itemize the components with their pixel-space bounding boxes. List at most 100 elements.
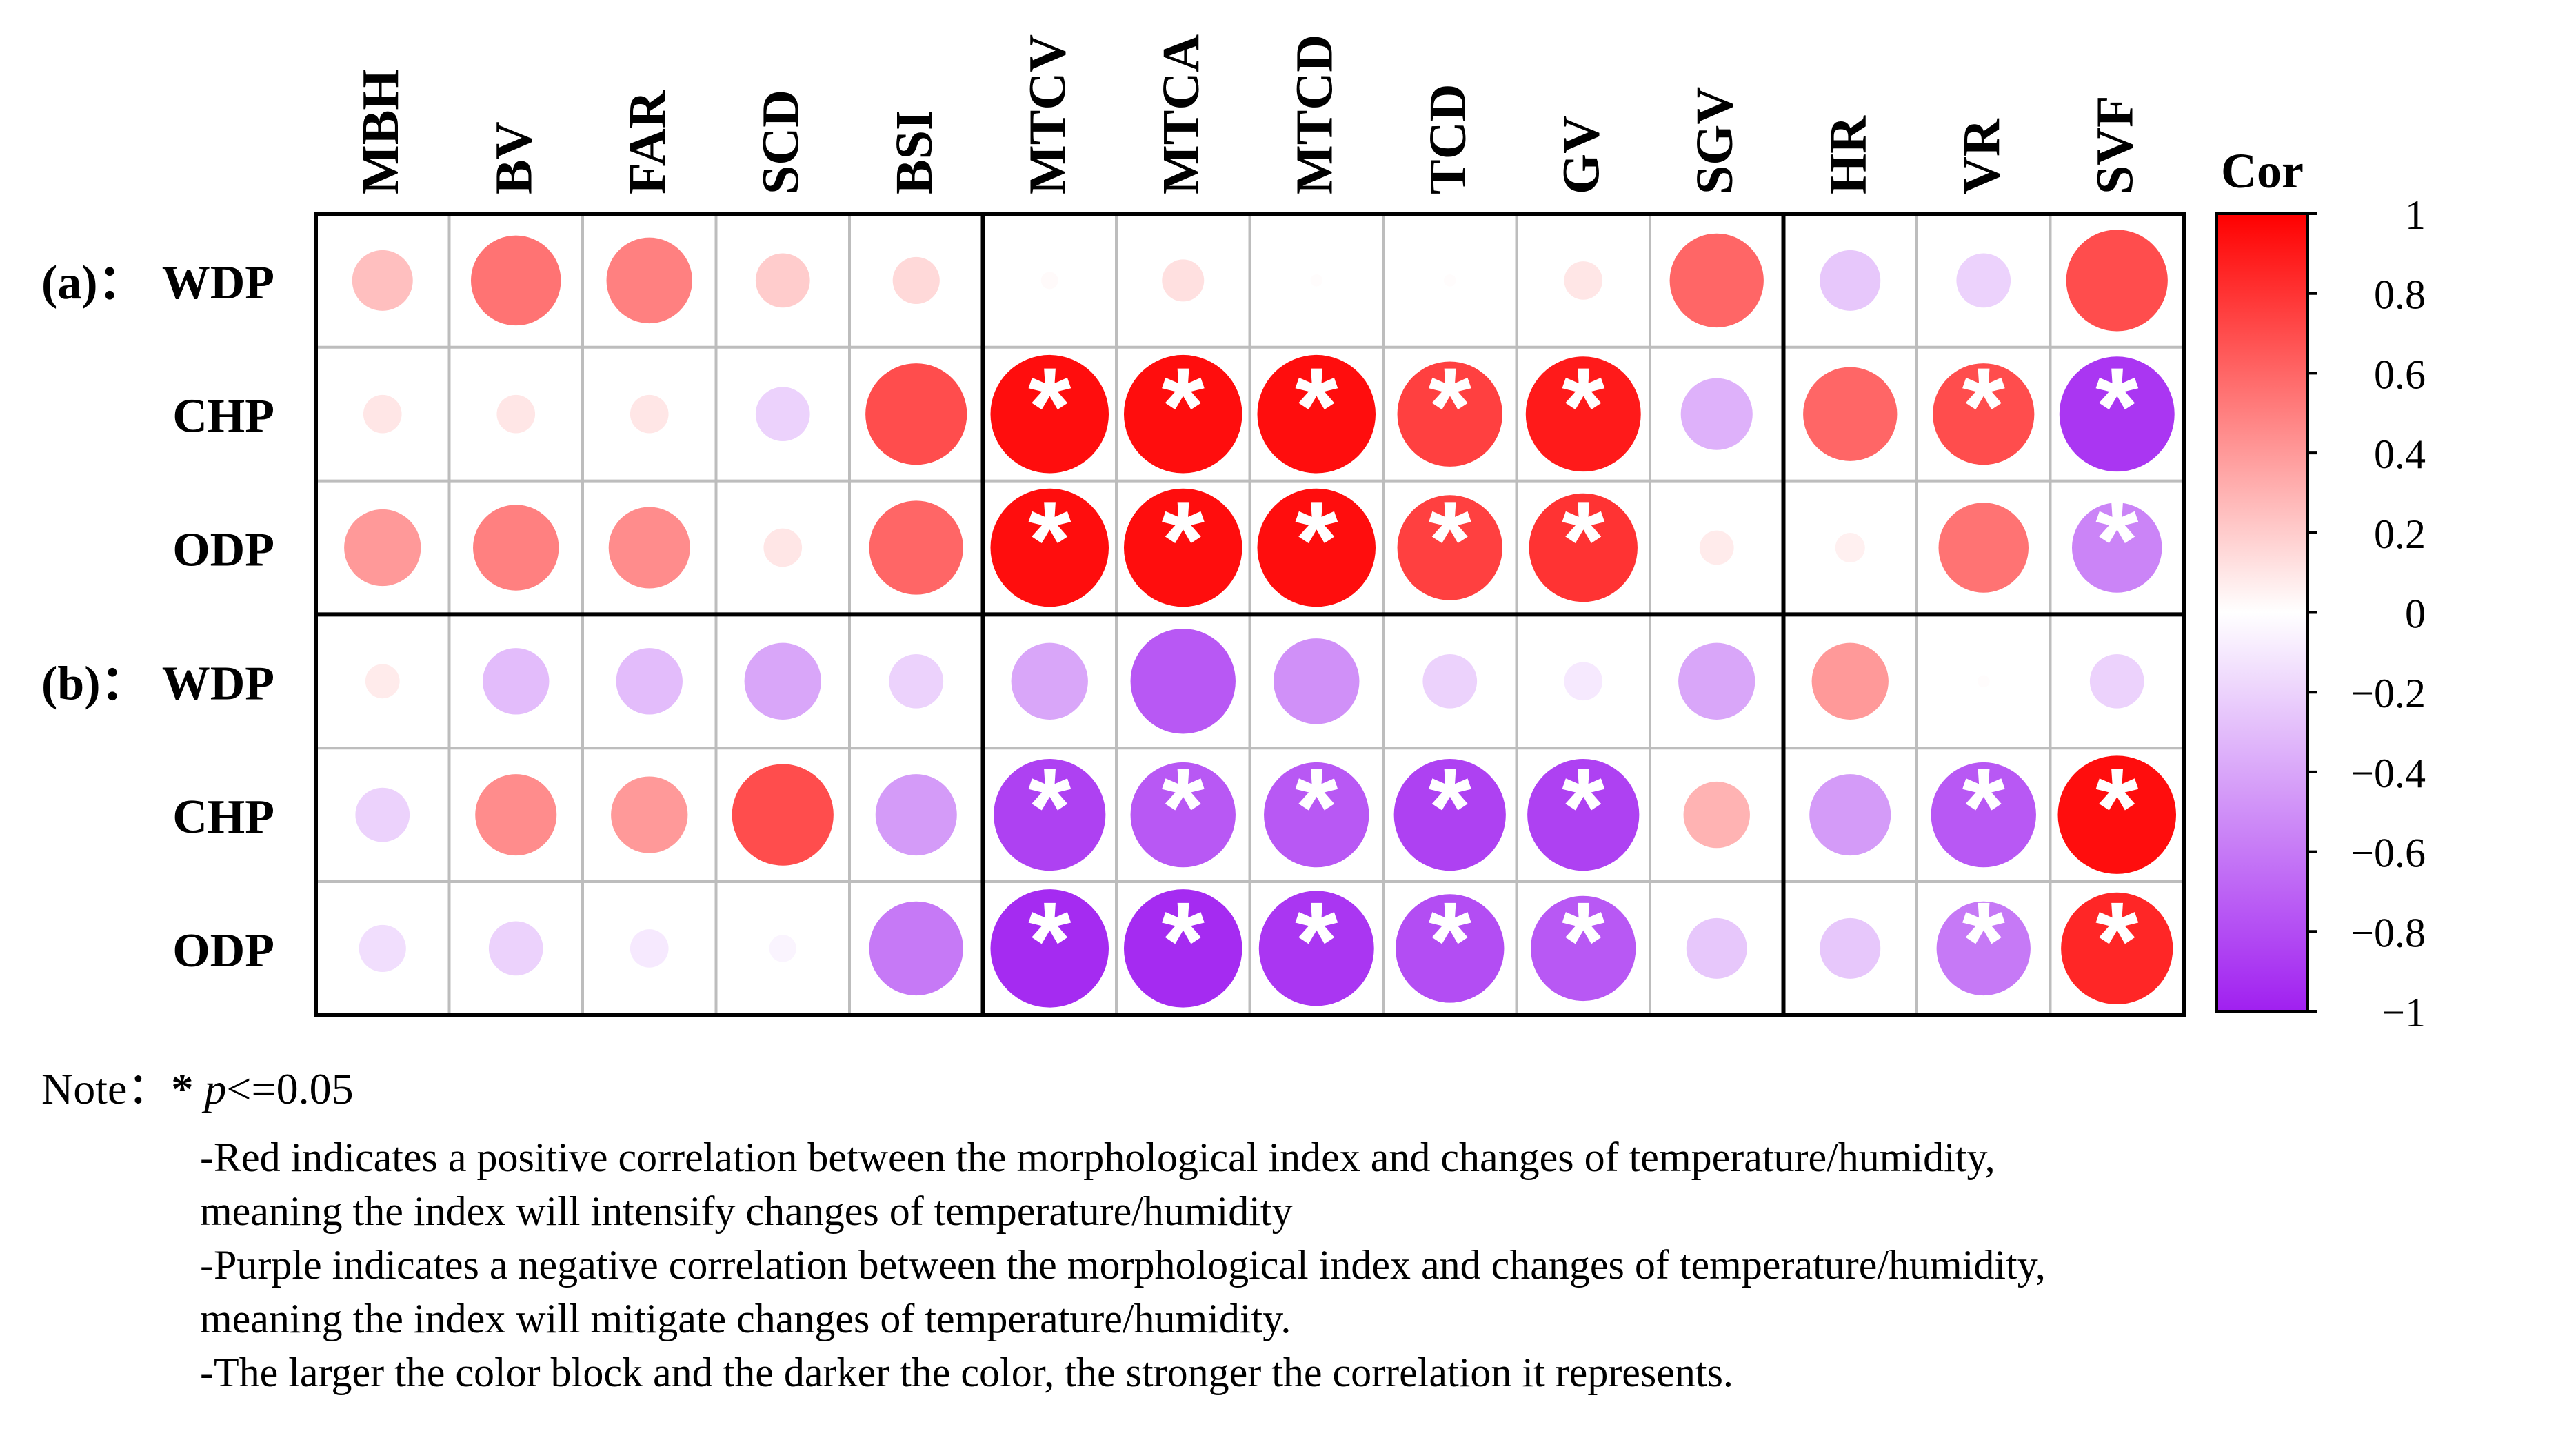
- colorbar-tick-label: −1: [2382, 990, 2426, 1035]
- significance-star: *: [1028, 345, 1071, 468]
- correlation-circle: [2089, 653, 2144, 709]
- correlation-circle: [769, 935, 796, 962]
- column-label: GV: [1552, 116, 1610, 194]
- column-label: SCD: [752, 90, 809, 194]
- correlation-circle: [1686, 917, 1747, 979]
- correlation-circle: [2061, 892, 2173, 1005]
- column-label: MTCV: [1018, 34, 1076, 194]
- correlation-circle: [355, 787, 410, 842]
- significance-star: *: [2095, 879, 2139, 1002]
- correlation-circle: [1011, 642, 1088, 720]
- correlation-circle: [359, 924, 406, 972]
- panel-label: (b)：: [41, 657, 149, 710]
- significance-star: *: [2095, 478, 2139, 602]
- column-label: TCD: [1419, 84, 1477, 194]
- correlation-circle: [732, 764, 834, 866]
- significance-star: *: [1429, 879, 1472, 1002]
- column-label: MBH: [352, 69, 410, 194]
- correlation-circle: [496, 394, 536, 434]
- correlation-circle: [1130, 629, 1236, 734]
- correlation-circle: [1564, 261, 1603, 300]
- correlation-circle: [1956, 253, 2011, 308]
- correlation-circle: [1393, 758, 1506, 871]
- correlation-circle: [990, 488, 1109, 607]
- significance-star: *: [1429, 478, 1472, 602]
- explanation-line: meaning the index will mitigate changes …: [200, 1296, 1291, 1341]
- correlation-circle: [744, 642, 821, 720]
- correlation-circle: [1123, 488, 1242, 607]
- significance-star: *: [1295, 345, 1338, 468]
- colorbar-tick-label: 0.2: [2374, 511, 2426, 557]
- colorbar-tick-label: −0.6: [2351, 831, 2426, 876]
- correlation-circle: [616, 648, 683, 715]
- row-label: WDP: [162, 657, 274, 710]
- significance-star: *: [1295, 745, 1338, 869]
- correlation-circle: [755, 387, 810, 442]
- correlation-circle: [875, 774, 957, 856]
- significance-star: *: [1962, 345, 2006, 468]
- correlation-circle: [1162, 259, 1205, 302]
- row-label: ODP: [172, 924, 274, 977]
- significance-star: *: [1028, 879, 1071, 1002]
- correlation-circle: [1257, 354, 1376, 474]
- correlation-circle: [2066, 230, 2168, 332]
- correlation-circle: [892, 256, 940, 304]
- correlation-circle: [475, 774, 557, 856]
- row-label: WDP: [162, 256, 274, 309]
- colorbar-tick-label: −0.4: [2351, 751, 2426, 796]
- correlation-circle: [1040, 272, 1058, 290]
- correlation-circle: [1258, 891, 1374, 1006]
- significance-star: *: [1295, 478, 1338, 602]
- correlation-circle: [755, 253, 810, 308]
- row-label: ODP: [172, 524, 274, 577]
- column-label: SVF: [2086, 95, 2144, 194]
- correlation-circle: [1274, 638, 1360, 724]
- significance-star: *: [1162, 478, 1205, 602]
- explanation-line: -Purple indicates a negative correlation…: [200, 1242, 2046, 1288]
- explanation-line: -Red indicates a positive correlation be…: [200, 1135, 1995, 1180]
- correlation-circle: [630, 394, 669, 434]
- correlation-circle: [365, 664, 400, 699]
- correlation-circle: [1310, 274, 1323, 287]
- correlation-circle: [352, 250, 413, 311]
- significance-star: *: [1429, 345, 1472, 468]
- column-label: VR: [1953, 118, 2011, 194]
- colorbar-tick-label: 1: [2405, 192, 2426, 238]
- correlation-circle: [1820, 917, 1881, 979]
- correlation-circle: [473, 505, 559, 591]
- correlation-circle: [1977, 675, 1990, 688]
- significance-star: *: [1562, 345, 1605, 468]
- correlation-circle: [611, 776, 688, 853]
- significance-note: Note：* p<=0.05: [41, 1053, 354, 1117]
- significance-star: *: [1295, 879, 1338, 1002]
- correlation-circle: [1699, 530, 1734, 565]
- row-label: CHP: [172, 791, 274, 844]
- significance-star: *: [1562, 745, 1605, 869]
- correlation-circle: [1397, 361, 1502, 467]
- correlation-circle: [1443, 274, 1456, 287]
- explanation-line: meaning the index will intensify changes…: [200, 1188, 1293, 1234]
- correlation-circle: [630, 929, 669, 968]
- correlation-circle: [1809, 774, 1891, 856]
- correlation-circle: [869, 500, 963, 595]
- correlation-circle: [2057, 755, 2177, 874]
- note-condition: <=0.05: [226, 1064, 354, 1113]
- note-label: Note：: [41, 1064, 172, 1113]
- colorbar-tick-label: −0.2: [2351, 671, 2426, 716]
- correlation-circle: [1531, 895, 1636, 1002]
- column-label: MTCA: [1152, 34, 1210, 194]
- correlation-circle: [1564, 662, 1603, 701]
- correlation-heatmap: *************************** IIIIIIMBHBVF…: [41, 34, 2426, 1035]
- column-label: BV: [485, 121, 543, 194]
- correlation-circle: [1820, 250, 1881, 311]
- column-label: HR: [1819, 115, 1877, 194]
- colorbar-tick-label: 0.6: [2374, 352, 2426, 397]
- significance-star: *: [1162, 745, 1205, 869]
- correlation-circle: [1257, 488, 1376, 607]
- correlation-circle: [1123, 889, 1242, 1008]
- correlation-circle: [1811, 642, 1889, 720]
- correlation-circle: [1264, 762, 1369, 868]
- colorbar-title: Cor: [2221, 143, 2304, 199]
- significance-star: *: [1162, 879, 1205, 1002]
- correlation-circle: [470, 235, 561, 326]
